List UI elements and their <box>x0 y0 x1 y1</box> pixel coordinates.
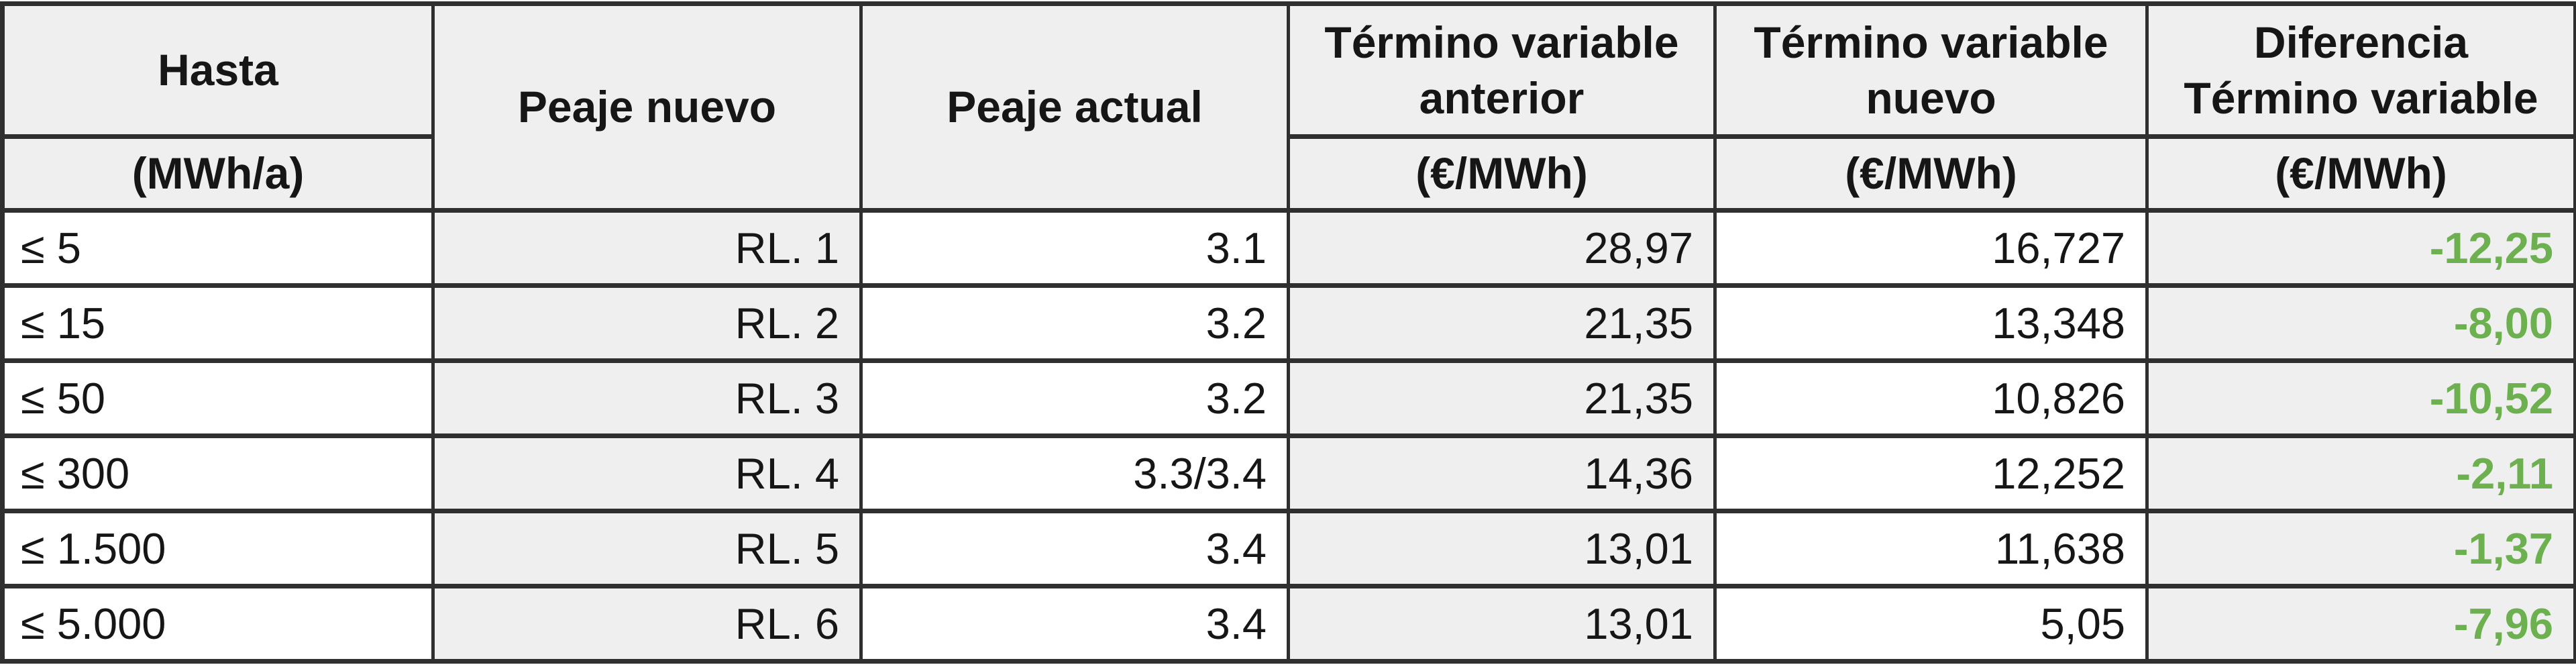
table-header: Hasta Peaje nuevo Peaje actual Término v… <box>1 1 2576 213</box>
header-termino-variable-anterior: Término variable anterior <box>1287 1 1717 139</box>
header-hasta-unit: (MWh/a) <box>1 134 435 213</box>
cell-termino-variable-nuevo: 5,05 <box>1713 584 2149 664</box>
cell-peaje-nuevo: RL. 2 <box>431 283 863 363</box>
header-hasta: Hasta <box>1 1 435 139</box>
header-peaje-nuevo: Peaje nuevo <box>431 1 863 213</box>
header-termino-variable-nuevo: Término variable nuevo <box>1713 1 2149 139</box>
cell-termino-variable-nuevo: 10,826 <box>1713 358 2149 438</box>
cell-peaje-actual: 3.3/3.4 <box>859 433 1290 513</box>
cell-termino-variable-anterior: 13,01 <box>1287 509 1717 588</box>
table-row: ≤ 300 RL. 4 3.3/3.4 14,36 12,252 -2,11 <box>1 433 2576 513</box>
cell-termino-variable-nuevo: 12,252 <box>1713 433 2149 513</box>
header-row-units: (MWh/a) (€/MWh) (€/MWh) (€/MWh) <box>1 134 2576 213</box>
header-line: Diferencia <box>2253 17 2469 67</box>
cell-peaje-nuevo: RL. 5 <box>431 509 863 588</box>
table-row: ≤ 15 RL. 2 3.2 21,35 13,348 -8,00 <box>1 283 2576 363</box>
header-peaje-actual: Peaje actual <box>859 1 1290 213</box>
cell-hasta: ≤ 50 <box>1 358 435 438</box>
cell-termino-variable-anterior: 28,97 <box>1287 208 1717 288</box>
header-line: Término variable <box>1324 17 1679 67</box>
header-termino-variable-anterior-unit: (€/MWh) <box>1287 134 1717 213</box>
cell-peaje-nuevo: RL. 4 <box>431 433 863 513</box>
cell-peaje-actual: 3.2 <box>859 283 1290 363</box>
cell-diferencia: -10,52 <box>2145 358 2576 438</box>
header-row-titles: Hasta Peaje nuevo Peaje actual Término v… <box>1 1 2576 213</box>
cell-diferencia: -8,00 <box>2145 283 2576 363</box>
table-row: ≤ 50 RL. 3 3.2 21,35 10,826 -10,52 <box>1 358 2576 438</box>
header-line: Término variable <box>1754 17 2108 67</box>
cell-termino-variable-nuevo: 11,638 <box>1713 509 2149 588</box>
header-line: nuevo <box>1866 72 1996 123</box>
header-line: Término variable <box>2184 72 2538 123</box>
header-diferencia-termino-variable: Diferencia Término variable <box>2145 1 2576 139</box>
cell-termino-variable-anterior: 14,36 <box>1287 433 1717 513</box>
cell-termino-variable-anterior: 13,01 <box>1287 584 1717 664</box>
cell-hasta: ≤ 300 <box>1 433 435 513</box>
cell-hasta: ≤ 15 <box>1 283 435 363</box>
table-row: ≤ 5.000 RL. 6 3.4 13,01 5,05 -7,96 <box>1 584 2576 664</box>
cell-termino-variable-nuevo: 16,727 <box>1713 208 2149 288</box>
cell-hasta: ≤ 5 <box>1 208 435 288</box>
header-diferencia-unit: (€/MWh) <box>2145 134 2576 213</box>
cell-peaje-actual: 3.1 <box>859 208 1290 288</box>
header-termino-variable-nuevo-unit: (€/MWh) <box>1713 134 2149 213</box>
cell-hasta: ≤ 1.500 <box>1 509 435 588</box>
cell-peaje-actual: 3.4 <box>859 584 1290 664</box>
cell-peaje-actual: 3.2 <box>859 358 1290 438</box>
cell-peaje-nuevo: RL. 1 <box>431 208 863 288</box>
cell-termino-variable-anterior: 21,35 <box>1287 358 1717 438</box>
cell-hasta: ≤ 5.000 <box>1 584 435 664</box>
table-row: ≤ 5 RL. 1 3.1 28,97 16,727 -12,25 <box>1 208 2576 288</box>
cell-termino-variable-nuevo: 13,348 <box>1713 283 2149 363</box>
cell-diferencia: -7,96 <box>2145 584 2576 664</box>
cell-peaje-nuevo: RL. 3 <box>431 358 863 438</box>
cell-peaje-nuevo: RL. 6 <box>431 584 863 664</box>
cell-diferencia: -1,37 <box>2145 509 2576 588</box>
cell-termino-variable-anterior: 21,35 <box>1287 283 1717 363</box>
cell-diferencia: -2,11 <box>2145 433 2576 513</box>
table-row: ≤ 1.500 RL. 5 3.4 13,01 11,638 -1,37 <box>1 509 2576 588</box>
header-line: anterior <box>1419 72 1585 123</box>
cell-diferencia: -12,25 <box>2145 208 2576 288</box>
table-body: ≤ 5 RL. 1 3.1 28,97 16,727 -12,25 ≤ 15 R… <box>1 208 2576 664</box>
cell-peaje-actual: 3.4 <box>859 509 1290 588</box>
